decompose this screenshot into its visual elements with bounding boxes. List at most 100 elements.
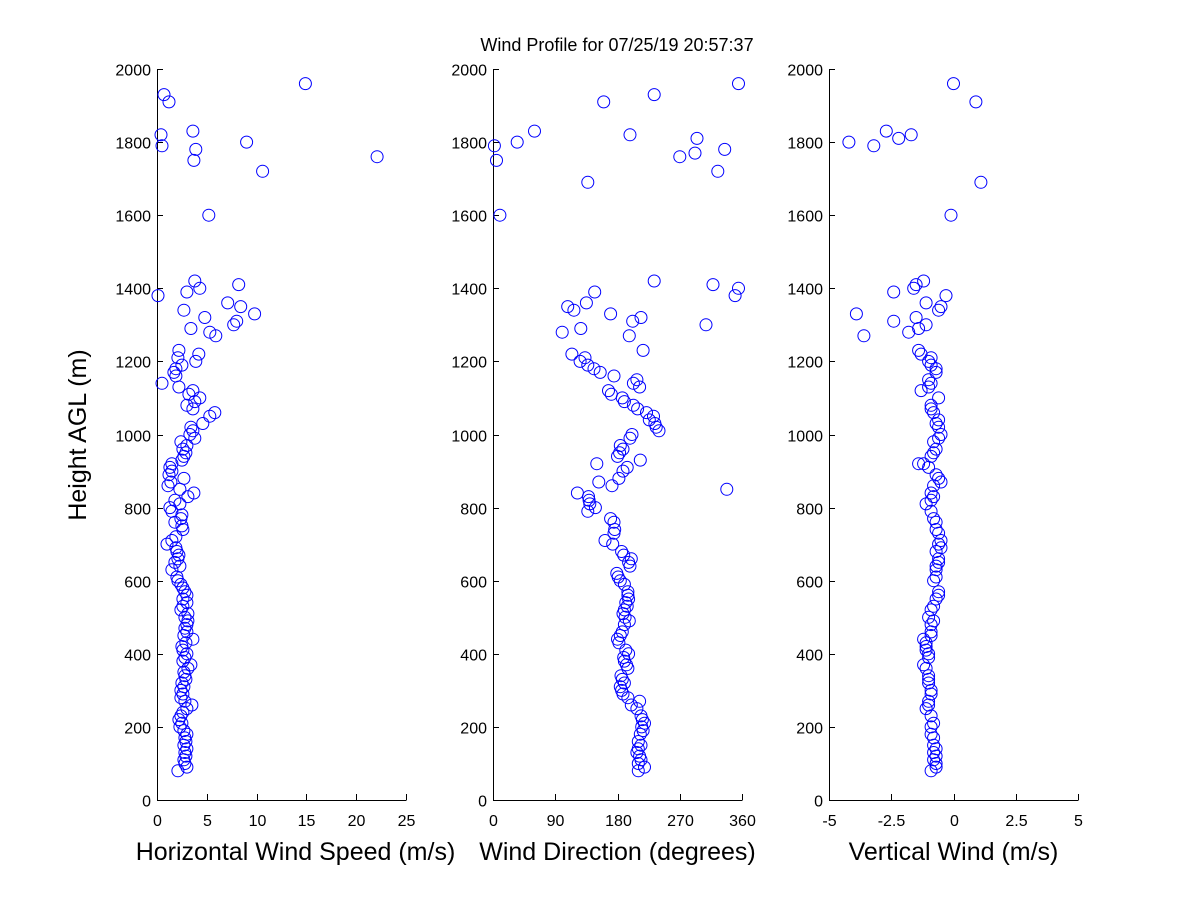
data-point <box>165 464 179 478</box>
data-point <box>176 643 190 657</box>
data-point <box>914 384 928 398</box>
data-point <box>917 658 931 672</box>
data-point <box>180 760 194 774</box>
data-point <box>922 669 936 683</box>
data-point <box>924 603 938 617</box>
data-point <box>607 526 621 540</box>
x-tick-label: 5 <box>1074 813 1083 830</box>
data-point <box>912 343 926 357</box>
data-point <box>914 347 928 361</box>
data-point <box>917 632 931 646</box>
data-point <box>617 548 631 562</box>
data-point <box>924 764 938 778</box>
data-point <box>924 504 938 518</box>
data-point <box>561 300 575 314</box>
data-point <box>625 428 639 441</box>
data-point <box>177 629 191 642</box>
y-tick-label: 800 <box>124 502 151 519</box>
y-tick-label: 1200 <box>787 355 823 372</box>
y-tick-label: 1800 <box>451 136 487 153</box>
data-point <box>887 285 901 299</box>
data-point <box>934 534 948 547</box>
data-point <box>162 468 176 482</box>
data-point <box>623 559 637 573</box>
data-point <box>922 651 936 664</box>
data-point <box>934 428 948 441</box>
data-point <box>924 625 938 639</box>
data-point <box>168 555 182 569</box>
data-point <box>623 128 637 142</box>
data-point <box>604 387 618 401</box>
data-point <box>164 475 178 489</box>
data-point <box>927 406 941 420</box>
data-point <box>927 599 941 613</box>
data-point <box>193 391 207 405</box>
x-axis-label: Wind Direction (degrees) <box>479 838 756 866</box>
data-point <box>617 654 631 668</box>
data-point <box>619 643 633 657</box>
data-point <box>620 599 634 613</box>
data-point <box>638 760 651 774</box>
data-point <box>528 124 541 138</box>
data-point <box>924 402 938 416</box>
data-point <box>690 131 704 145</box>
data-point <box>929 757 943 770</box>
y-tick-label: 600 <box>796 575 823 592</box>
data-point <box>602 384 615 398</box>
data-point <box>176 581 190 595</box>
data-point <box>622 647 636 661</box>
data-point <box>188 431 202 445</box>
data-point <box>186 124 200 138</box>
data-point <box>927 512 941 526</box>
data-point <box>909 311 923 324</box>
data-point <box>176 523 190 536</box>
data-point <box>565 347 579 361</box>
y-tick-label: 1400 <box>787 282 823 299</box>
data-point <box>169 362 183 376</box>
data-point <box>184 322 198 335</box>
data-point <box>652 424 666 438</box>
data-point <box>919 497 933 511</box>
data-point <box>922 373 936 387</box>
data-point <box>919 643 933 657</box>
y-tick-label: 1800 <box>787 136 823 153</box>
data-point <box>570 486 584 500</box>
data-point <box>180 285 194 299</box>
data-point <box>929 760 943 774</box>
data-point <box>178 621 192 635</box>
data-point <box>157 88 171 102</box>
data-point <box>718 142 732 156</box>
y-tick-label: 400 <box>124 648 151 665</box>
data-point <box>932 537 946 551</box>
data-point <box>932 585 946 599</box>
y-tick-label: 1600 <box>787 209 823 226</box>
x-tick-label: 360 <box>729 813 756 830</box>
data-point <box>924 351 938 365</box>
data-point <box>912 322 926 335</box>
data-point <box>169 369 183 383</box>
data-point <box>640 406 653 420</box>
data-point <box>162 95 176 109</box>
data-point <box>932 555 946 569</box>
data-point <box>607 515 621 529</box>
data-point <box>493 208 507 222</box>
data-point <box>636 724 650 738</box>
data-point <box>630 373 644 387</box>
data-point <box>617 395 631 409</box>
data-point <box>626 376 640 390</box>
data-point <box>633 694 647 708</box>
data-point <box>720 482 734 496</box>
data-point <box>579 296 593 310</box>
data-point <box>165 534 179 547</box>
data-point <box>892 131 906 145</box>
x-tick-label: 20 <box>348 813 366 830</box>
data-point <box>174 709 188 723</box>
data-point <box>947 77 960 91</box>
x-tick-label: 0 <box>489 813 498 830</box>
data-point <box>174 691 188 705</box>
data-point <box>151 289 165 303</box>
data-point <box>922 380 936 394</box>
data-point <box>932 420 946 434</box>
data-point <box>647 274 661 288</box>
data-point <box>904 128 918 142</box>
